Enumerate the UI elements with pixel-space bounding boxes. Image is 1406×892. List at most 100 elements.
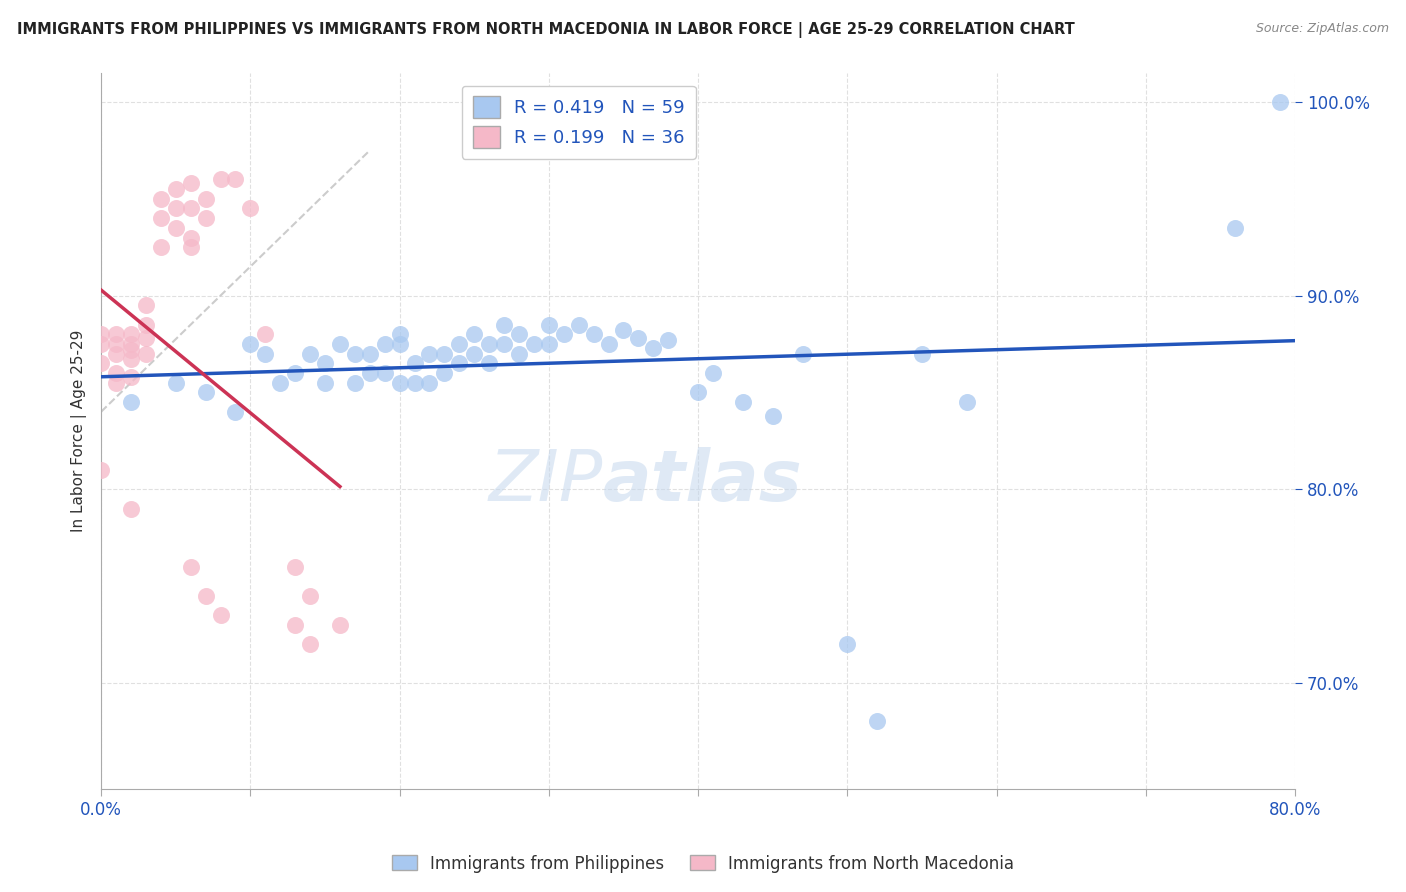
Point xyxy=(388,376,411,390)
Point xyxy=(449,356,471,370)
Point xyxy=(135,298,157,312)
Point xyxy=(180,230,202,244)
Point xyxy=(135,331,157,345)
Point xyxy=(792,346,814,360)
Point xyxy=(120,337,142,351)
Point xyxy=(612,323,634,337)
Point xyxy=(105,366,128,380)
Point xyxy=(433,346,456,360)
Point xyxy=(224,405,246,419)
Point xyxy=(165,202,187,216)
Point xyxy=(911,346,934,360)
Text: ZIP: ZIP xyxy=(488,447,603,516)
Point xyxy=(643,341,665,355)
Point xyxy=(314,356,336,370)
Point xyxy=(90,463,112,477)
Point xyxy=(135,346,157,360)
Point xyxy=(239,202,262,216)
Point xyxy=(329,617,352,632)
Text: Source: ZipAtlas.com: Source: ZipAtlas.com xyxy=(1256,22,1389,36)
Point xyxy=(180,202,202,216)
Legend: Immigrants from Philippines, Immigrants from North Macedonia: Immigrants from Philippines, Immigrants … xyxy=(385,848,1021,880)
Point xyxy=(120,352,142,367)
Point xyxy=(731,395,754,409)
Point xyxy=(269,376,291,390)
Point xyxy=(449,337,471,351)
Point xyxy=(343,376,366,390)
Point xyxy=(90,337,112,351)
Point xyxy=(90,356,112,370)
Point xyxy=(135,318,157,332)
Point xyxy=(523,337,546,351)
Point xyxy=(494,337,516,351)
Point xyxy=(194,385,217,400)
Point xyxy=(120,395,142,409)
Point xyxy=(866,714,889,729)
Point xyxy=(463,327,485,342)
Point xyxy=(239,337,262,351)
Point xyxy=(359,366,381,380)
Point xyxy=(627,331,650,345)
Text: atlas: atlas xyxy=(603,447,803,516)
Point xyxy=(568,318,591,332)
Point xyxy=(598,337,620,351)
Point xyxy=(254,346,277,360)
Point xyxy=(120,501,142,516)
Y-axis label: In Labor Force | Age 25-29: In Labor Force | Age 25-29 xyxy=(72,330,87,533)
Point xyxy=(299,346,322,360)
Point xyxy=(329,337,352,351)
Point xyxy=(374,337,396,351)
Point xyxy=(956,395,979,409)
Point xyxy=(359,346,381,360)
Point xyxy=(284,559,307,574)
Point xyxy=(688,385,710,400)
Point xyxy=(299,589,322,603)
Point xyxy=(90,327,112,342)
Point xyxy=(418,376,440,390)
Point xyxy=(105,376,128,390)
Point xyxy=(553,327,575,342)
Point xyxy=(165,182,187,196)
Point xyxy=(537,337,560,351)
Point xyxy=(388,327,411,342)
Point xyxy=(837,637,859,651)
Point xyxy=(284,617,307,632)
Text: IMMIGRANTS FROM PHILIPPINES VS IMMIGRANTS FROM NORTH MACEDONIA IN LABOR FORCE | : IMMIGRANTS FROM PHILIPPINES VS IMMIGRANT… xyxy=(17,22,1074,38)
Point xyxy=(478,356,501,370)
Point xyxy=(537,318,560,332)
Legend: R = 0.419   N = 59, R = 0.199   N = 36: R = 0.419 N = 59, R = 0.199 N = 36 xyxy=(461,86,696,159)
Point xyxy=(209,607,232,622)
Point xyxy=(180,177,202,191)
Point xyxy=(494,318,516,332)
Point xyxy=(180,559,202,574)
Point xyxy=(508,327,530,342)
Point xyxy=(1225,220,1247,235)
Point xyxy=(194,192,217,206)
Point xyxy=(404,356,426,370)
Point xyxy=(149,240,172,254)
Point xyxy=(254,327,277,342)
Point xyxy=(418,346,440,360)
Point xyxy=(404,376,426,390)
Point xyxy=(165,376,187,390)
Point xyxy=(299,637,322,651)
Point xyxy=(149,192,172,206)
Point xyxy=(702,366,724,380)
Point xyxy=(105,346,128,360)
Point xyxy=(209,172,232,186)
Point xyxy=(180,240,202,254)
Point xyxy=(284,366,307,380)
Point xyxy=(388,337,411,351)
Point xyxy=(508,346,530,360)
Point xyxy=(105,337,128,351)
Point xyxy=(120,343,142,357)
Point xyxy=(194,589,217,603)
Point xyxy=(657,333,679,347)
Point xyxy=(120,370,142,384)
Point xyxy=(478,337,501,351)
Point xyxy=(149,211,172,226)
Point xyxy=(165,220,187,235)
Point xyxy=(194,211,217,226)
Point xyxy=(120,327,142,342)
Point xyxy=(433,366,456,380)
